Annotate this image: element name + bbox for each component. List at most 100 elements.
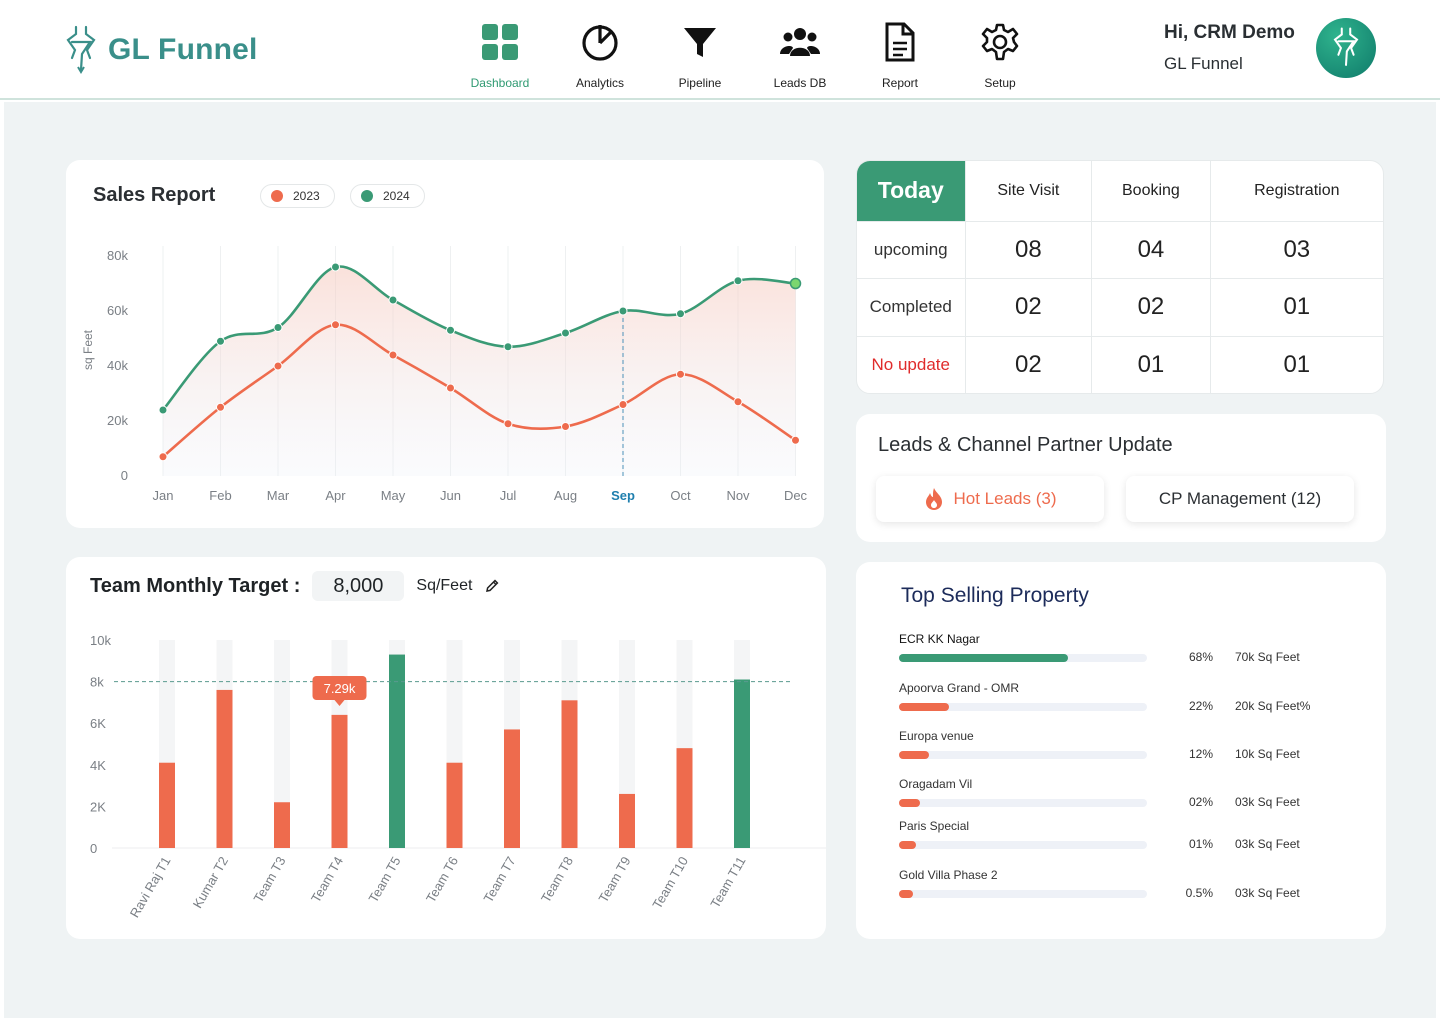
table-cell[interactable]: 01 [1091,336,1211,393]
top-selling-card: Top Selling Property ECR KK Nagar 68% 70… [856,562,1386,939]
x-tick-label: Team T6 [423,854,461,905]
hot-leads-button[interactable]: Hot Leads (3) [876,476,1104,522]
x-tick-label: Team T4 [308,854,346,905]
table-cell[interactable]: 01 [1210,278,1383,337]
table-cell[interactable]: 03 [1210,221,1383,280]
today-header: Today [857,161,966,222]
series-2023-point [676,369,685,379]
x-tick-label: Jul [500,488,517,503]
nav-label: Setup [984,76,1016,90]
bar-tooltip [312,676,367,700]
table-cell[interactable]: 04 [1091,221,1211,280]
bar [216,689,233,848]
property-percent: 22% [1188,699,1213,713]
table-cell[interactable]: 08 [965,221,1093,280]
property-area: 20k Sq Feet% [1235,699,1311,713]
property-progress-track [899,890,1147,898]
x-tick-label: Team T9 [595,854,633,905]
y-tick-label: 6K [90,716,106,731]
x-tick-label: Dec [784,488,808,503]
property-name: Apoorva Grand - OMR [899,681,1020,695]
property-name: ECR KK Nagar [899,632,980,646]
property-row-paris[interactable]: Paris Special 01% 03k Sq Feet [899,819,1339,851]
bar [159,762,175,848]
y-tick-label: 80k [107,248,128,263]
column-booking: Booking [1091,161,1211,222]
property-progress-fill [899,703,949,711]
column-registration: Registration [1210,161,1383,222]
nav-setup[interactable]: Setup [950,20,1050,90]
y-tick-label: 8k [90,675,104,690]
nav-report[interactable]: Report [850,20,950,90]
series-2023-point [791,435,800,445]
series-2023-point [618,400,628,409]
avatar[interactable] [1316,18,1376,78]
y-tick-label: 10k [90,633,111,648]
property-area: 70k Sq Feet [1235,650,1300,664]
series-2024-point [216,336,225,346]
table-cell[interactable]: 02 [965,278,1093,337]
series-2023-point [561,422,570,431]
table-cell[interactable]: 01 [1283,350,1311,378]
legend-label: 2024 [383,189,410,203]
table-cell[interactable]: 02 [965,336,1093,393]
property-progress-track [899,799,1147,807]
nav-dashboard[interactable]: Dashboard [450,20,550,90]
sales-report-card: Sales Report 2023 2024 0 20k 40k 60k 80k sq F… [66,160,824,528]
x-tick-label: Kumar T2 [190,854,231,911]
nav-label: Report [881,76,919,90]
y-axis-label: sq Feet [81,329,95,370]
tooltip-pointer [334,700,345,706]
target-value-field[interactable]: 8,000 [312,571,405,601]
team-target-title: Team Monthly Target : [90,574,301,597]
y-tick-label: 20k [107,413,128,428]
property-progress-track [899,654,1147,662]
bar [734,679,750,848]
nav-pipeline[interactable]: Pipeline [650,20,750,90]
x-tick-label: Jan [153,488,174,503]
bar [676,748,693,848]
legend-2023[interactable]: 2023 [260,184,335,208]
team-target-header: Team Monthly Target : 8,000 Sq/Feet [90,571,500,601]
property-row-gold-villa[interactable]: Gold Villa Phase 2 0.5% 03k Sq Feet [899,868,1339,900]
property-row-apoorva[interactable]: Apoorva Grand - OMR 22% 20k Sq Feet% [899,681,1339,713]
property-row-oragadam[interactable]: Oragadam Vil 02% 03k Sq Feet [899,777,1339,809]
hot-leads-label: Hot Leads (3) [953,489,1057,508]
x-tick-label: Feb [209,488,231,503]
row-label-completed: Completed [857,278,966,337]
property-progress-fill [899,751,929,759]
nav-leads-db[interactable]: Leads DB [750,20,850,90]
legend-swatch [361,190,373,202]
property-row-europa[interactable]: Europa venue 12% 10k Sq Feet [899,729,1339,761]
tooltip-text: 7.29k [324,681,356,696]
series-2023-line [162,323,797,458]
column-site-visit: Site Visit [965,161,1093,222]
property-percent: 68% [1188,650,1213,664]
today-summary-table: Today Site Visit Booking Registration up… [856,160,1384,394]
series-2023-point [388,350,398,360]
x-tick-label: Ravi Raj T1 [127,854,174,920]
nav-label: Analytics [575,76,625,90]
legend-label: 2023 [293,189,320,203]
sales-report-title: Sales Report [93,184,216,206]
analytics-icon [582,25,618,61]
legend-2024[interactable]: 2024 [350,184,425,208]
edit-pencil-icon[interactable] [484,578,500,594]
y-tick-label: 0 [90,841,97,856]
series-2023-point [216,402,225,412]
leads-update-card: Leads & Channel Partner Update Hot Leads… [856,414,1386,542]
nav-analytics[interactable]: Analytics [550,20,650,90]
property-progress-track [899,703,1147,711]
y-tick-label: 4K [90,758,106,773]
x-tick-label: Team T3 [250,854,288,905]
bar [504,729,520,848]
x-tick-label: Oct [670,488,691,503]
cp-management-button[interactable]: CP Management (12) [1126,476,1354,522]
row-label-upcoming: upcoming [857,221,966,280]
table-cell[interactable]: 02 [1091,278,1211,337]
property-row-ecr[interactable]: ECR KK Nagar 68% 70k Sq Feet [899,632,1339,664]
series-2024-point [733,276,743,286]
row-label-no-update: No update [857,336,966,393]
x-tick-label: Team T8 [538,854,576,905]
app-logo[interactable]: GL Funnel [64,24,258,76]
